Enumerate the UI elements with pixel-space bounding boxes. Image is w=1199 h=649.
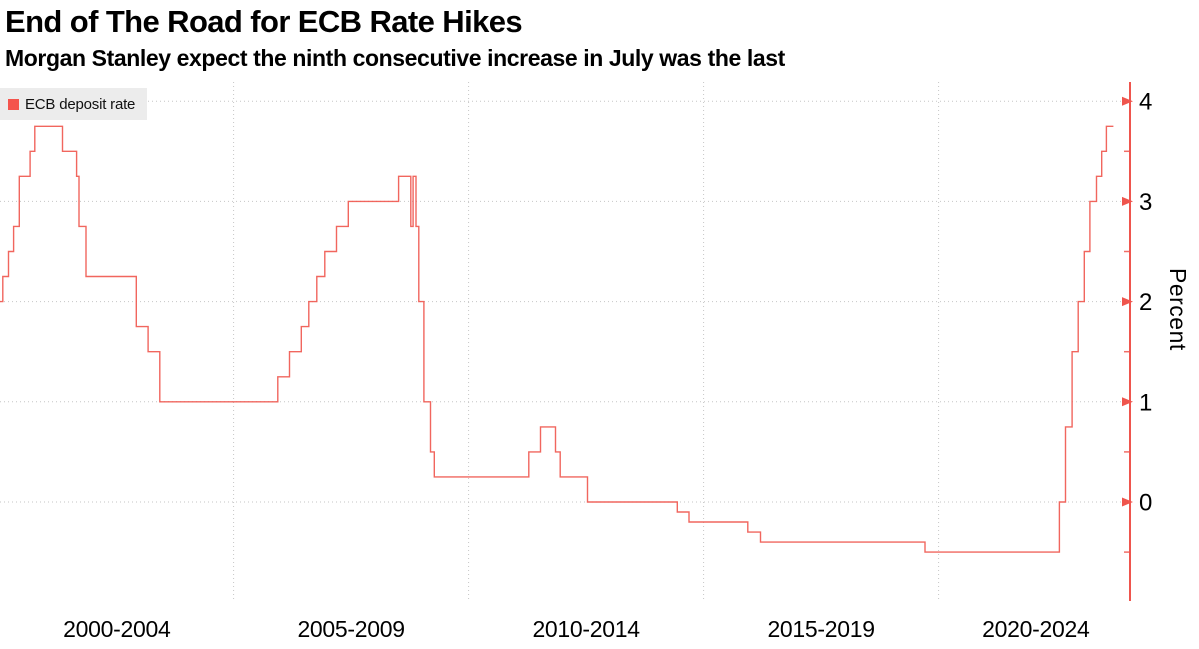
y-tick-label: 3 xyxy=(1139,189,1152,216)
y-tick-arrow-icon xyxy=(1122,397,1133,407)
legend-label: ECB deposit rate xyxy=(25,95,136,113)
y-tick-label: 1 xyxy=(1139,389,1152,416)
y-tick-arrow-icon xyxy=(1122,297,1133,307)
series-line-ecb-deposit-rate xyxy=(0,125,1114,553)
y-tick-label: 4 xyxy=(1139,89,1152,116)
y-tick-arrow-icon xyxy=(1122,196,1133,206)
chart-subtitle: Morgan Stanley expect the ninth consecut… xyxy=(5,45,785,71)
y-tick-label: 0 xyxy=(1139,490,1152,517)
y-tick-arrow-icon xyxy=(1122,497,1133,507)
x-tick-label: 2020-2024 xyxy=(982,616,1090,642)
x-tick-label: 2000-2004 xyxy=(63,616,171,642)
x-tick-label: 2010-2014 xyxy=(532,616,640,642)
legend: ECB deposit rate xyxy=(0,88,148,120)
x-tick-label: 2015-2019 xyxy=(767,616,874,642)
legend-swatch-icon xyxy=(8,98,19,110)
y-axis-title: Percent xyxy=(1165,268,1191,351)
chart-title: End of The Road for ECB Rate Hikes xyxy=(5,4,523,39)
y-tick-arrow-icon xyxy=(1122,96,1133,106)
x-tick-label: 2005-2009 xyxy=(297,616,404,642)
y-tick-label: 2 xyxy=(1139,289,1152,316)
